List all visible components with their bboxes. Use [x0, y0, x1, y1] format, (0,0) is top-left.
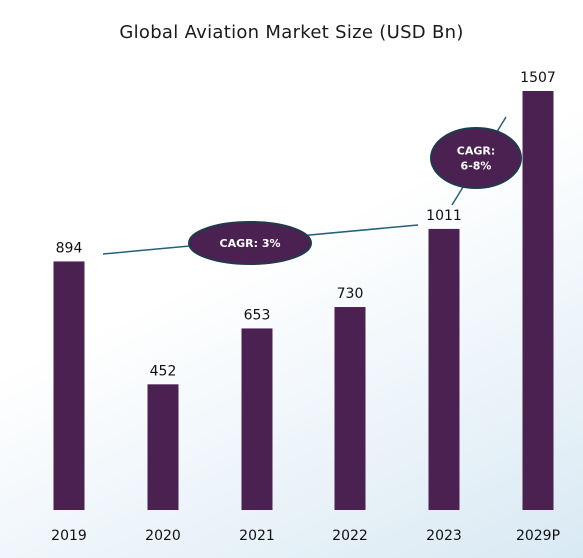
data-label-2020: 452: [150, 363, 177, 379]
bar-2019: [53, 261, 85, 510]
x-tick-label-2029p: 2029P: [516, 528, 560, 544]
bar-2022: [334, 307, 366, 510]
bar-2021: [241, 328, 273, 510]
x-tick-label-2023: 2023: [426, 528, 462, 544]
x-tick-label-2020: 2020: [145, 528, 181, 544]
bar-2023: [428, 228, 460, 511]
bar-2029p: [522, 91, 554, 510]
data-label-2019: 894: [56, 240, 83, 256]
cagr-callout-1: [188, 221, 312, 265]
cagr-callout-2-text-1: CAGR:: [457, 145, 495, 158]
cagr-callout-1-text-1: CAGR: 3%: [220, 237, 281, 250]
bar-2020: [147, 384, 179, 510]
chart-title: Global Aviation Market Size (USD Bn): [119, 22, 464, 43]
annotations-group: CAGR: 3% CAGR: 6-8%: [188, 127, 522, 265]
cagr-callout-2-text-2: 6-8%: [461, 160, 492, 173]
data-label-2023: 1011: [426, 208, 462, 224]
data-label-2029p: 1507: [520, 70, 556, 86]
cagr-callout-2: [430, 127, 522, 189]
x-tick-label-2021: 2021: [239, 528, 275, 544]
bars-group: 894 2019 452 2020 653 2021 730 2022 1011 2023 1507…: [51, 70, 560, 544]
data-label-2022: 730: [337, 286, 364, 302]
x-tick-label-2022: 2022: [332, 528, 368, 544]
data-label-2021: 653: [244, 307, 271, 323]
x-tick-label-2019: 2019: [51, 528, 87, 544]
